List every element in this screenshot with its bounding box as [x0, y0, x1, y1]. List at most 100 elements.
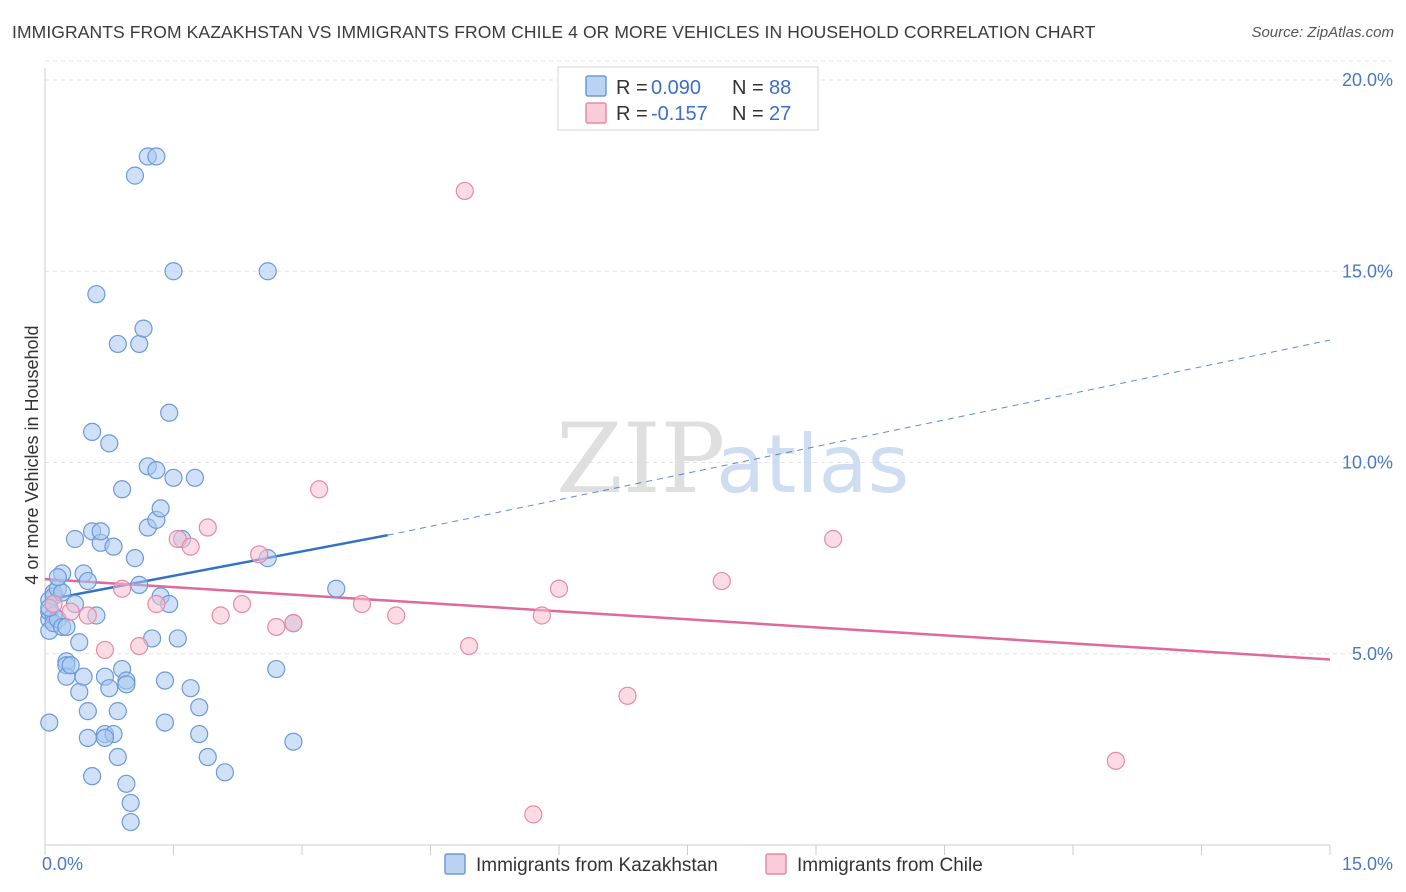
point-chile — [524, 805, 543, 824]
source-credit: Source: ZipAtlas.com — [1251, 24, 1394, 41]
point-kazakhstan — [78, 571, 97, 591]
point-chile — [211, 606, 230, 625]
series-legend: Immigrants from Kazakhstan Immigrants fr… — [444, 853, 983, 876]
point-chile — [618, 686, 637, 705]
point-kazakhstan — [48, 568, 67, 587]
point-chile — [44, 594, 63, 614]
point-chile — [250, 545, 269, 564]
point-kazakhstan — [70, 682, 89, 702]
point-kazakhstan — [100, 679, 119, 698]
point-kazakhstan — [125, 166, 145, 185]
trend-line-kazakhstan — [44, 533, 388, 602]
y-tick-labels: 5.0% 10.0% 15.0% 20.0% — [1342, 70, 1393, 664]
legend-r-label-chile: R = — [616, 103, 648, 125]
point-kazakhstan — [108, 702, 127, 721]
legend-r-value-kazakhstan: 0.090 — [651, 77, 701, 99]
point-kazakhstan — [117, 774, 136, 793]
point-chile — [310, 480, 329, 499]
point-chile — [95, 640, 115, 660]
point-kazakhstan — [160, 403, 179, 422]
point-kazakhstan — [147, 147, 166, 166]
legend-n-value-kazakhstan: 88 — [769, 77, 791, 99]
point-kazakhstan — [155, 713, 175, 732]
point-chile — [712, 571, 731, 591]
x-tick-labels: 0.0% 15.0% — [42, 854, 1393, 874]
watermark: ZIP atlas — [556, 403, 909, 515]
legend-n-value-chile: 27 — [769, 103, 791, 125]
point-kazakhstan — [155, 671, 175, 690]
point-chile — [532, 606, 551, 625]
point-kazakhstan — [258, 262, 277, 281]
point-kazakhstan — [164, 262, 183, 281]
point-kazakhstan — [185, 468, 205, 487]
trend-lines — [44, 339, 1331, 661]
point-kazakhstan — [151, 499, 170, 518]
legend-swatch-immigrants-from-kazakhstan — [444, 853, 466, 875]
point-kazakhstan — [100, 434, 119, 453]
watermark-zip: ZIP — [556, 403, 725, 515]
point-chile — [824, 529, 843, 549]
point-kazakhstan — [130, 575, 149, 595]
point-kazakhstan — [112, 480, 132, 499]
point-kazakhstan — [190, 698, 209, 717]
point-kazakhstan — [83, 767, 102, 786]
y-axis-label: 4 or more Vehicles in Household — [22, 325, 42, 584]
point-chile — [112, 579, 132, 598]
point-kazakhstan — [327, 579, 346, 598]
point-kazakhstan — [83, 422, 102, 441]
point-chile — [549, 579, 569, 598]
point-kazakhstan — [104, 537, 123, 556]
point-kazakhstan — [95, 728, 115, 748]
legend-n-label-kazakhstan: N = — [732, 77, 764, 99]
point-chile — [284, 614, 303, 633]
point-kazakhstan — [57, 617, 76, 637]
point-kazakhstan — [130, 334, 149, 354]
point-chile — [267, 617, 286, 637]
point-kazakhstan — [87, 285, 106, 304]
point-chile — [181, 537, 200, 556]
point-chile — [198, 518, 217, 537]
legend-r-value-chile: -0.157 — [651, 103, 708, 125]
watermark-atlas: atlas — [716, 418, 909, 511]
x-tick-label: 0.0% — [42, 854, 83, 874]
point-kazakhstan — [117, 675, 136, 694]
correlation-legend: R = 0.090 N = 88 R = -0.157 N = 27 — [557, 66, 819, 131]
point-kazakhstan — [284, 732, 303, 751]
trend-line-chile — [44, 577, 1331, 661]
legend-swatch-immigrants-from-chile — [765, 853, 787, 875]
point-kazakhstan — [164, 468, 183, 487]
point-chile — [352, 594, 372, 614]
point-chile — [387, 606, 406, 625]
point-kazakhstan — [125, 549, 145, 568]
y-tick-label: 20.0% — [1342, 70, 1393, 90]
data-points — [40, 147, 1125, 832]
point-kazakhstan — [70, 633, 89, 652]
point-kazakhstan — [147, 461, 166, 480]
point-chile — [61, 602, 80, 621]
x-tick-label: 15.0% — [1342, 854, 1393, 874]
point-kazakhstan — [168, 629, 187, 648]
point-kazakhstan — [190, 724, 209, 744]
legend-label-immigrants-from-chile: Immigrants from Chile — [797, 855, 983, 876]
legend-swatch-kazakhstan — [585, 75, 607, 97]
y-tick-label: 5.0% — [1352, 644, 1393, 664]
point-chile — [130, 636, 149, 656]
chart-title: IMMIGRANTS FROM KAZAKHSTAN VS IMMIGRANTS… — [12, 22, 1096, 42]
point-kazakhstan — [74, 667, 93, 686]
point-kazakhstan — [78, 702, 97, 721]
point-chile — [232, 594, 252, 614]
point-chile — [455, 181, 474, 201]
y-tick-label: 10.0% — [1342, 453, 1393, 473]
y-tick-label: 15.0% — [1342, 261, 1393, 281]
legend-label-immigrants-from-kazakhstan: Immigrants from Kazakhstan — [476, 855, 718, 876]
legend-swatch-chile — [585, 102, 607, 124]
point-chile — [147, 594, 166, 614]
point-chile — [459, 636, 479, 656]
legend-r-label-kazakhstan: R = — [616, 77, 648, 99]
point-kazakhstan — [215, 763, 234, 782]
point-kazakhstan — [134, 319, 153, 338]
point-chile — [78, 606, 97, 625]
point-chile — [1106, 751, 1125, 770]
point-kazakhstan — [121, 812, 140, 832]
